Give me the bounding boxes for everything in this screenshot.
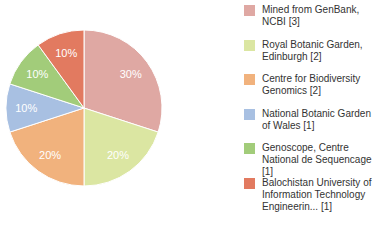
legend-label: Mined from GenBank, NCBI [3] bbox=[262, 4, 378, 28]
legend-entry: Balochistan University of Information Te… bbox=[244, 177, 378, 213]
legend-entry: Mined from GenBank, NCBI [3] bbox=[244, 4, 378, 28]
legend-label: Balochistan University of Information Te… bbox=[262, 177, 378, 213]
slice-labels: 30% 20% 20% 10% 10% 10% bbox=[15, 47, 142, 161]
legend-label: Centre for Biodiversity Genomics [2] bbox=[262, 73, 378, 97]
data-label: 20% bbox=[39, 149, 61, 161]
data-label: 10% bbox=[26, 68, 48, 80]
data-label: 10% bbox=[55, 47, 77, 59]
legend-swatch bbox=[244, 178, 255, 189]
legend-swatch bbox=[244, 143, 255, 154]
legend-entry: Centre for Biodiversity Genomics [2] bbox=[244, 73, 378, 97]
legend-swatch bbox=[244, 40, 255, 51]
legend-label: Genoscope, Centre National de Sequencage… bbox=[262, 142, 378, 178]
data-label: 20% bbox=[107, 149, 129, 161]
legend-label: National Botanic Garden of Wales [1] bbox=[262, 108, 378, 132]
legend-label: Royal Botanic Garden, Edinburgh [2] bbox=[262, 39, 378, 63]
legend-swatch bbox=[244, 109, 255, 120]
legend-swatch bbox=[244, 5, 255, 16]
legend-entry: Royal Botanic Garden, Edinburgh [2] bbox=[244, 39, 378, 63]
legend-entry: Genoscope, Centre National de Sequencage… bbox=[244, 142, 378, 178]
data-label: 30% bbox=[120, 68, 142, 80]
data-label: 10% bbox=[15, 102, 37, 114]
pie-slice bbox=[84, 108, 158, 186]
legend-entry: National Botanic Garden of Wales [1] bbox=[244, 108, 378, 132]
legend-swatch bbox=[244, 74, 255, 85]
page: {"chart_data": {"type": "pie", "categori… bbox=[0, 0, 380, 240]
slices bbox=[6, 30, 162, 186]
